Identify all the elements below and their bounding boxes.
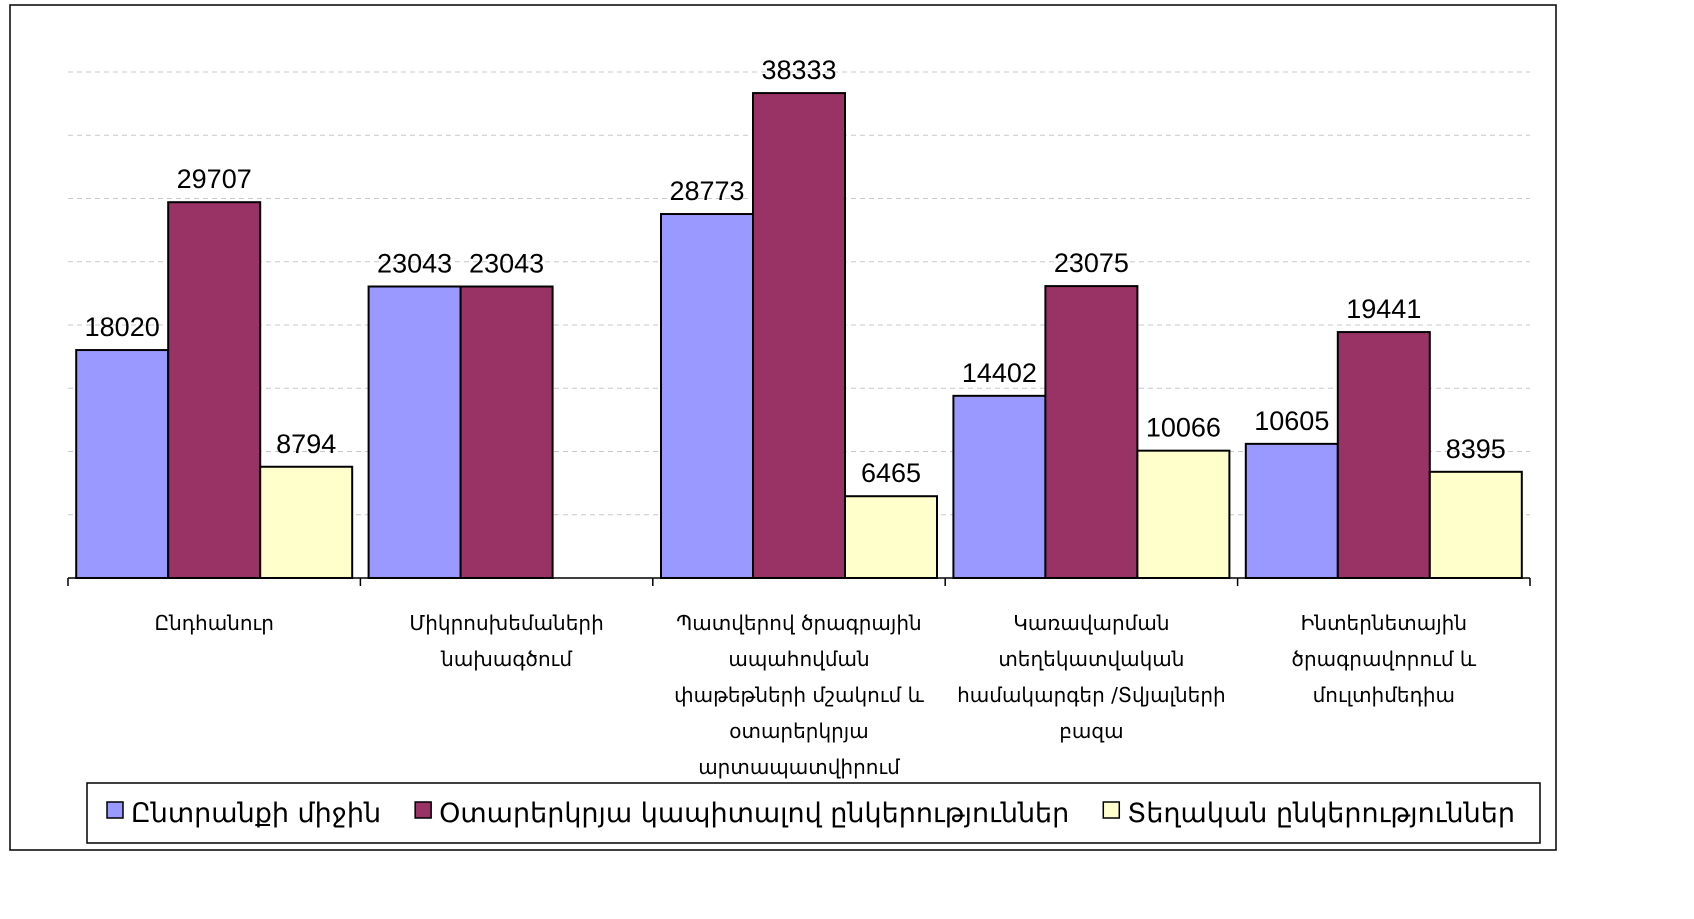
bar [259, 465, 354, 579]
x-tick-label-line: Ինտերնետային [1301, 611, 1467, 635]
value-label: 10066 [1146, 413, 1221, 443]
x-tick-label-line: արտապատվիրում [698, 755, 900, 779]
value-label: 19441 [1346, 294, 1421, 324]
legend-label: Տեղական ընկերություններ [1127, 798, 1515, 829]
x-tick-label-line: ապահովման [728, 647, 869, 671]
value-label: 29707 [177, 164, 252, 194]
x-tick-label-line: Միկրոսխեմաների [409, 611, 603, 635]
value-label: 38333 [761, 55, 836, 85]
x-tick-label: Պատվերով ծրագրային ապահովման փաթեթների մշա… [674, 611, 924, 779]
bar [75, 349, 170, 579]
x-tick-label-line: Կառավարման [1013, 611, 1169, 635]
bar [752, 92, 846, 579]
bar [660, 213, 754, 579]
legend-box [86, 782, 1541, 844]
bar [1044, 285, 1139, 579]
x-tick-label: Ինտերնետային ծրագրավորում և մուլտիմեդիա [1292, 611, 1477, 707]
x-tick-label-line: նախագծում [440, 647, 572, 671]
bar [952, 394, 1047, 579]
x-tick-label-line: տեղեկատվական [998, 647, 1184, 671]
value-label: 6465 [861, 458, 921, 488]
value-label: 10605 [1254, 406, 1329, 436]
x-tick-label: Միկրոսխեմաների նախագծում [409, 611, 603, 671]
bar [1428, 470, 1523, 579]
value-label: 8395 [1446, 434, 1506, 464]
x-tick-label-line: ծրագրավորում և [1292, 647, 1477, 671]
x-tick-label: Ընդհանուր [154, 611, 273, 635]
legend-label: Ընտրանքի միջին [131, 798, 381, 829]
value-label: 18020 [85, 312, 160, 342]
x-tick-label-line: օտարերկրյա [729, 719, 868, 743]
bar [844, 495, 938, 579]
bar [367, 285, 462, 579]
value-label: 14402 [962, 358, 1037, 388]
x-tick-label-line: Ընդհանուր [154, 611, 273, 635]
bar [1136, 449, 1231, 579]
x-tick-label-line: համակարգեր /Տվյալների [957, 683, 1226, 707]
x-tick-label-line: փաթեթների մշակում և [674, 683, 924, 707]
x-tick-label-line: մուլտիմեդիա [1313, 683, 1455, 707]
x-tick-label-line: բազա [1059, 719, 1123, 743]
value-label: 28773 [669, 176, 744, 206]
bar [1244, 442, 1339, 579]
bar [1336, 331, 1431, 579]
value-label: 23043 [469, 249, 544, 279]
bar [459, 285, 554, 579]
legend-swatch [414, 801, 432, 819]
bar [167, 201, 262, 579]
legend-swatch [1102, 801, 1121, 819]
x-tick-label-line: Պատվերով ծրագրային [676, 611, 921, 635]
value-label: 23043 [377, 249, 452, 279]
legend-label: Օտարերկրյա կապիտալով ընկերություններ [439, 798, 1069, 829]
value-label: 8794 [276, 429, 336, 459]
legend-swatch [106, 801, 124, 819]
value-label: 23075 [1054, 248, 1129, 278]
x-tick-label: Կառավարման տեղեկատվական համակարգեր /Տվյալն… [957, 611, 1226, 743]
